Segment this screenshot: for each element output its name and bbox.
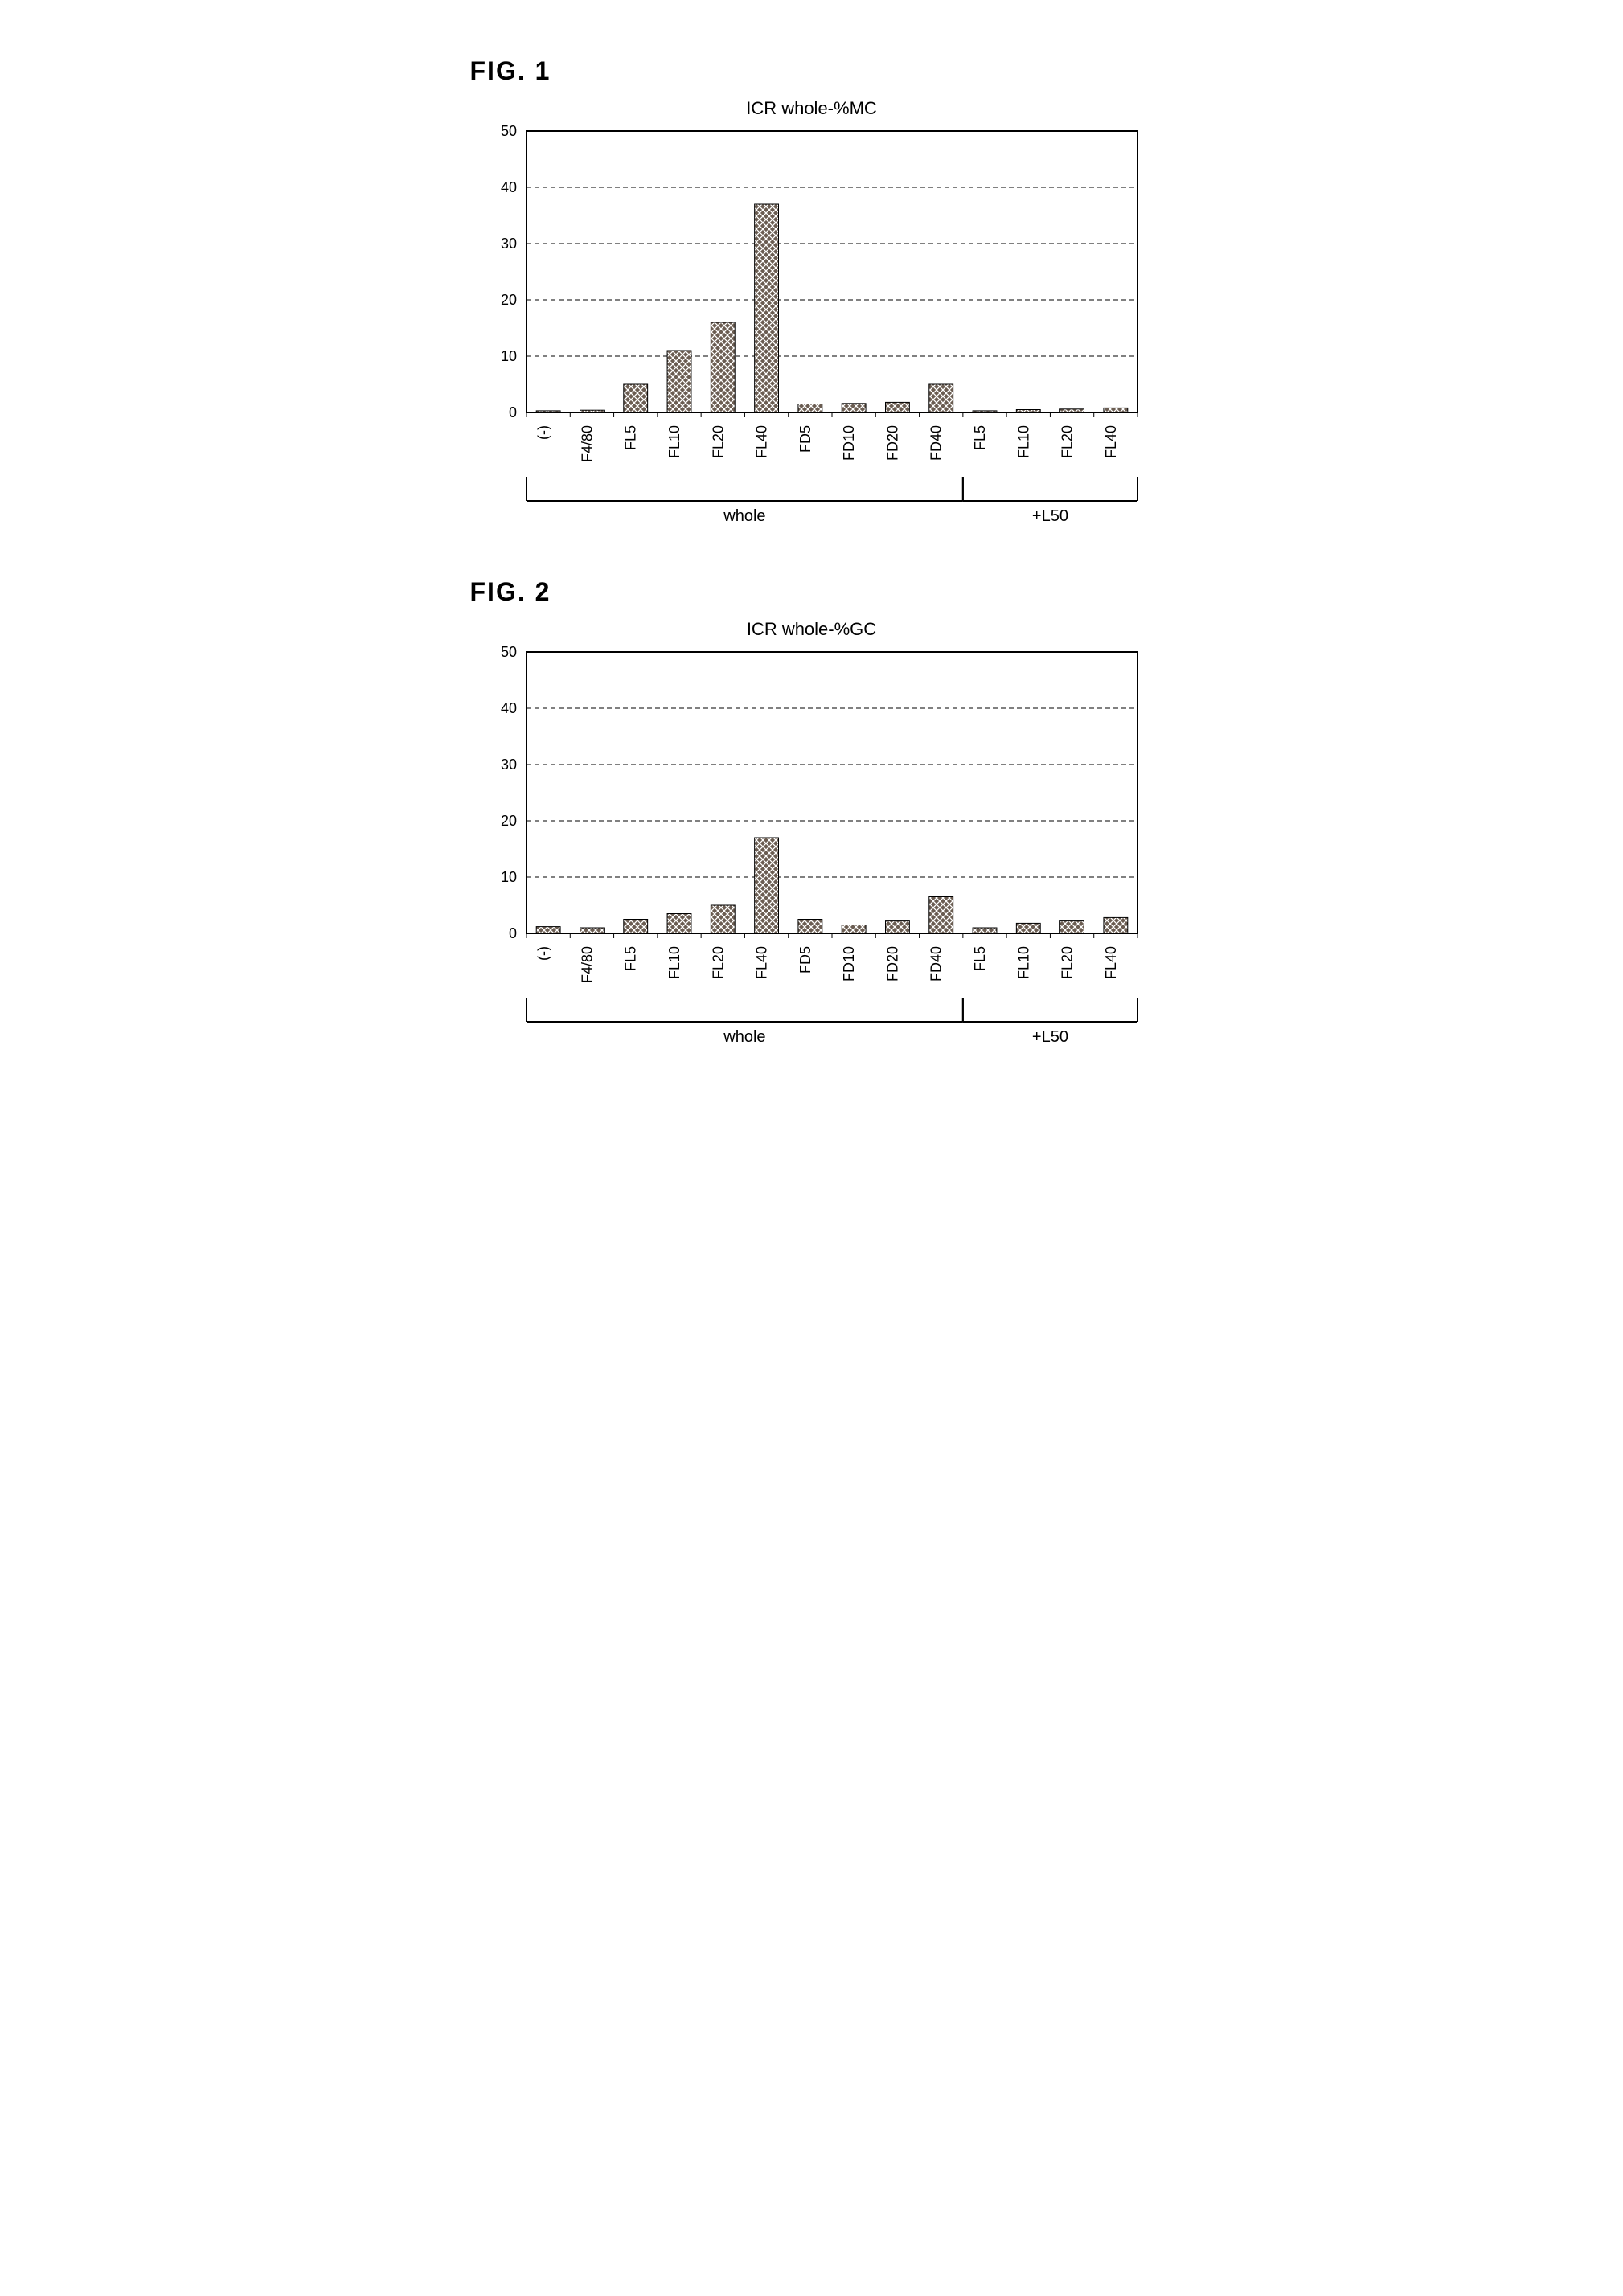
svg-text:30: 30: [500, 236, 516, 252]
svg-text:FD10: FD10: [841, 425, 857, 461]
svg-text:20: 20: [500, 292, 516, 308]
svg-text:FD20: FD20: [884, 946, 900, 982]
figure-2: FIG. 2 ICR whole-%GC 0 10 20 30 40 50 (-) F4/80 F…: [470, 577, 1154, 1066]
svg-text:FL5: FL5: [622, 425, 638, 450]
svg-text:50: 50: [500, 644, 516, 660]
svg-text:FL40: FL40: [1102, 946, 1118, 979]
svg-text:10: 10: [500, 348, 516, 364]
svg-text:FL20: FL20: [1059, 946, 1075, 979]
svg-text:FD40: FD40: [928, 425, 944, 461]
svg-text:FD5: FD5: [797, 425, 813, 453]
svg-text:FL10: FL10: [666, 425, 682, 458]
chart-title: ICR whole-%MC: [470, 98, 1154, 119]
svg-text:(-): (-): [535, 425, 551, 440]
svg-text:FL40: FL40: [753, 946, 769, 979]
svg-text:F4/80: F4/80: [579, 425, 595, 462]
figure-label: FIG. 1: [470, 56, 1154, 86]
svg-text:FD10: FD10: [841, 946, 857, 982]
svg-text:10: 10: [500, 869, 516, 885]
svg-text:50: 50: [500, 123, 516, 139]
svg-text:F4/80: F4/80: [579, 946, 595, 983]
svg-text:whole: whole: [723, 1028, 765, 1046]
svg-text:+L50: +L50: [1031, 507, 1068, 525]
svg-text:+L50: +L50: [1031, 1028, 1068, 1046]
svg-text:20: 20: [500, 813, 516, 829]
svg-text:40: 40: [500, 700, 516, 716]
svg-text:FL40: FL40: [1102, 425, 1118, 458]
svg-text:FL10: FL10: [1015, 425, 1031, 458]
svg-text:FL20: FL20: [710, 425, 726, 458]
svg-text:0: 0: [508, 925, 516, 941]
svg-text:FL10: FL10: [1015, 946, 1031, 979]
svg-text:FD5: FD5: [797, 946, 813, 974]
figure-1: FIG. 1 ICR whole-%MC 0 10 20 30 40 50 (-) F4/80 F…: [470, 56, 1154, 545]
svg-text:FL40: FL40: [753, 425, 769, 458]
svg-text:FD40: FD40: [928, 946, 944, 982]
svg-text:whole: whole: [723, 507, 765, 525]
bar-chart: 0 10 20 30 40 50 (-) F4/80 FL5 FL10 FL20 FL40 FD5 FD1…: [470, 123, 1154, 545]
svg-text:FD20: FD20: [884, 425, 900, 461]
svg-text:(-): (-): [535, 946, 551, 961]
svg-text:40: 40: [500, 179, 516, 195]
svg-text:FL5: FL5: [622, 946, 638, 971]
svg-text:0: 0: [508, 404, 516, 420]
bar-chart: 0 10 20 30 40 50 (-) F4/80 FL5 FL10 FL20 FL40 FD5 FD1…: [470, 644, 1154, 1066]
chart-title: ICR whole-%GC: [470, 619, 1154, 640]
figure-label: FIG. 2: [470, 577, 1154, 607]
svg-text:FL20: FL20: [1059, 425, 1075, 458]
svg-text:30: 30: [500, 756, 516, 773]
svg-text:FL5: FL5: [972, 425, 988, 450]
svg-text:FL5: FL5: [972, 946, 988, 971]
svg-text:FL10: FL10: [666, 946, 682, 979]
svg-text:FL20: FL20: [710, 946, 726, 979]
